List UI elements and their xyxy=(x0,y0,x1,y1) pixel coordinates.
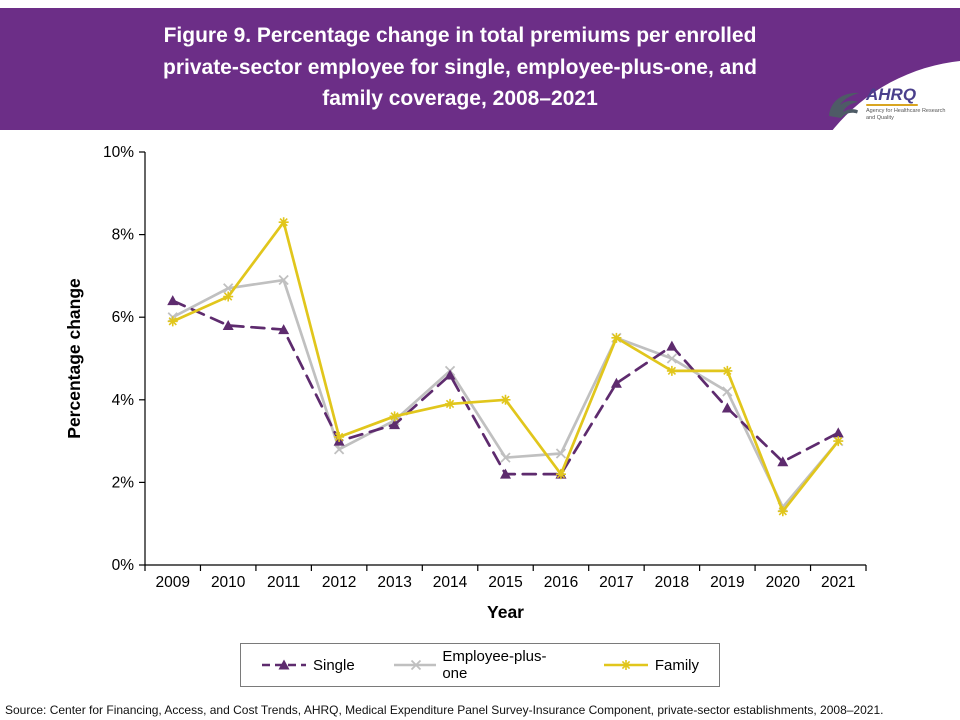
figure-title-line-3: family coverage, 2008–2021 xyxy=(322,87,598,110)
x-tick-label: 2020 xyxy=(766,574,801,591)
employee-plus-one-series-swatch-icon xyxy=(393,659,437,671)
figure-title: Figure 9. Percentage change in total pre… xyxy=(10,20,910,115)
legend-label-single: Single xyxy=(313,656,355,674)
x-tick-label: 2012 xyxy=(322,574,356,591)
hhs-eagle-icon xyxy=(829,93,859,119)
x-tick-label: 2021 xyxy=(821,574,855,591)
figure-title-line-1: Figure 9. Percentage change in total pre… xyxy=(163,24,757,47)
x-tick-label: 2018 xyxy=(655,574,689,591)
x-tick-label: 2013 xyxy=(377,574,411,591)
x-tick-label: 2015 xyxy=(488,574,522,591)
x-tick-label: 2010 xyxy=(211,574,246,591)
x-tick-label: 2016 xyxy=(544,574,578,591)
series-single xyxy=(167,295,844,479)
ahrq-logo-text-block: AHRQ Agency for Healthcare Research and … xyxy=(866,86,946,122)
y-tick-label: 6% xyxy=(112,309,135,326)
x-tick-label: 2011 xyxy=(267,574,300,591)
figure-title-line-2: private-sector employee for single, empl… xyxy=(163,55,757,79)
ahrq-logo-swoosh xyxy=(866,104,918,107)
line-chart: 0% 2% 4% 6% 8% 10% 2009 2010 2011 2012 2013 2014 201… xyxy=(64,144,867,622)
series-family xyxy=(167,217,844,517)
x-tick-label: 2019 xyxy=(710,574,744,591)
legend-item-family: Family xyxy=(603,657,699,674)
chart-region: 0% 2% 4% 6% 8% 10% 2009 2010 2011 2012 2013 2014 201… xyxy=(0,130,960,645)
y-axis-title: Percentage change xyxy=(64,278,84,439)
x-tick-label: 2017 xyxy=(599,574,633,591)
y-tick-label: 0% xyxy=(112,557,135,574)
family-series-swatch-icon xyxy=(603,660,648,670)
legend-item-employee-plus-one: Employee-plus-one xyxy=(393,648,565,682)
ahrq-logo-tagline: Agency for Healthcare Research and Quali… xyxy=(866,108,946,122)
legend-label-family: Family xyxy=(654,656,699,674)
x-tick-label: 2009 xyxy=(155,574,189,591)
axes: 0% 2% 4% 6% 8% 10% 2009 2010 2011 2012 2013 2014 201… xyxy=(103,144,867,591)
figure-banner: Figure 9. Percentage change in total pre… xyxy=(0,8,960,130)
y-tick-label: 2% xyxy=(112,474,135,491)
x-tick-label: 2014 xyxy=(433,574,468,591)
y-tick-label: 10% xyxy=(103,144,134,161)
source-note: Source: Center for Financing, Access, an… xyxy=(5,703,884,717)
ahrq-logo-name: AHRQ xyxy=(866,85,917,105)
single-series-swatch-icon xyxy=(262,659,306,670)
y-tick-label: 8% xyxy=(112,227,135,244)
x-axis-title: Year xyxy=(487,602,524,622)
legend-label-employee-plus-one: Employee-plus-one xyxy=(442,648,547,682)
ahrq-logo: AHRQ Agency for Healthcare Research and … xyxy=(827,86,946,122)
y-tick-label: 4% xyxy=(112,392,135,409)
legend-item-single: Single xyxy=(261,657,355,674)
chart-legend: Single Employee-plus-one Family xyxy=(240,643,720,687)
